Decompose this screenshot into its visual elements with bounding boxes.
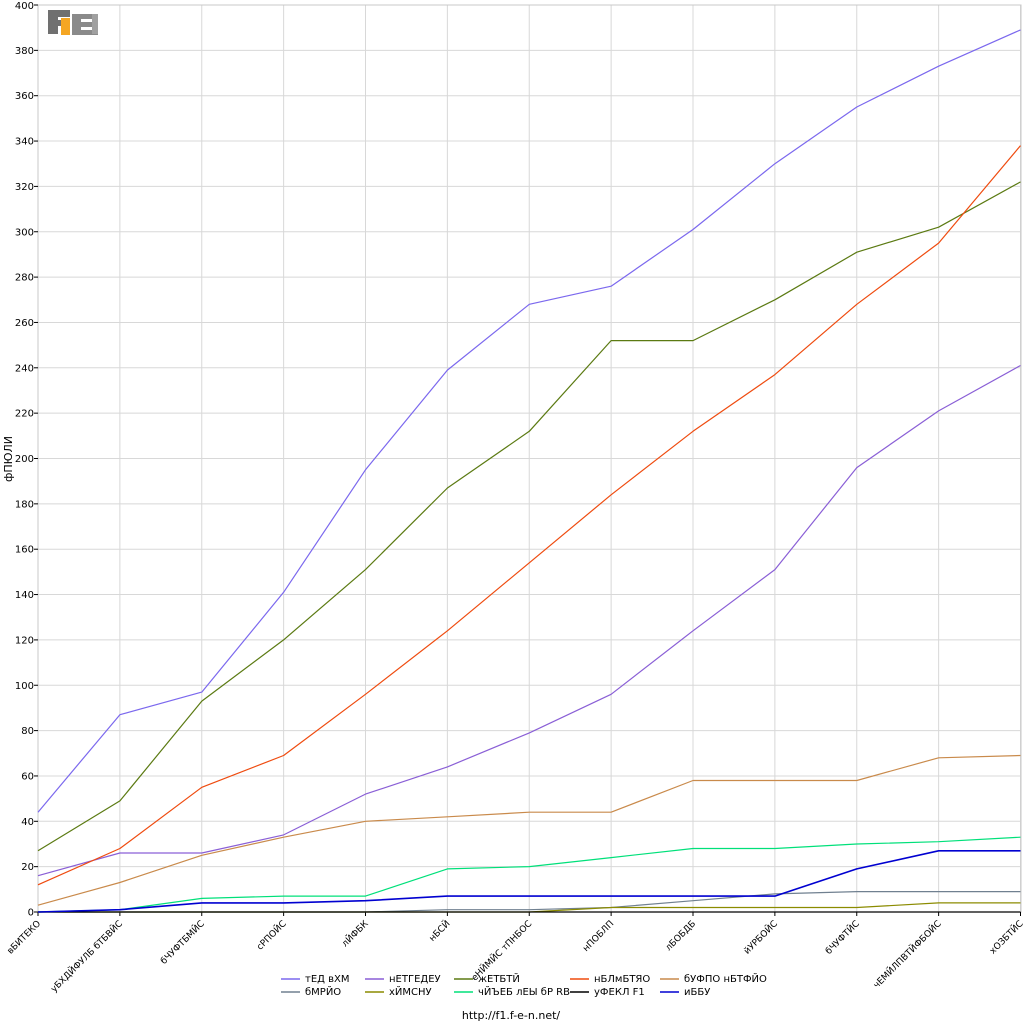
legend-label: нЕТГЕДЕУ <box>389 974 441 985</box>
y-tick-label: 80 <box>21 726 34 737</box>
series-line <box>37 29 1021 813</box>
legend-label: чЙЪЕБ лЕЫ бР RB <box>478 985 570 998</box>
series-line <box>37 364 1021 877</box>
legend-item: хЙМСНУ <box>365 985 432 998</box>
y-tick-label: 100 <box>15 681 34 692</box>
grid <box>37 4 1021 913</box>
series-line <box>37 181 1021 852</box>
y-tick-label: 120 <box>15 635 34 646</box>
legend-item: бМРЙО <box>281 985 341 998</box>
series-line <box>37 849 1021 913</box>
y-tick-label: 240 <box>15 363 34 374</box>
legend-label: иББУ <box>684 987 710 998</box>
series-lines <box>37 29 1021 913</box>
legend-label: бМРЙО <box>305 985 341 998</box>
y-tick-label: 20 <box>21 862 34 873</box>
y-tick-label: 220 <box>15 409 34 420</box>
legend-label: хЙМСНУ <box>389 985 432 998</box>
y-tick-label: 400 <box>15 1 34 12</box>
legend-label: нБЛмБТЯО <box>594 974 650 985</box>
y-tick-label: 380 <box>15 46 34 57</box>
y-tick-label: 200 <box>15 454 34 465</box>
series-line <box>37 145 1021 886</box>
legend-label: жЕТБТЙ <box>478 972 520 985</box>
legend-item: чЙЪЕБ лЕЫ бР RB <box>454 985 570 998</box>
y-axis-label: фПЮЛИ <box>2 436 15 482</box>
legend-item: нБЛмБТЯО <box>570 974 650 985</box>
legend-label: уФЕКЛ F1 <box>594 987 645 998</box>
legend-item: нЕТГЕДЕУ <box>365 974 441 985</box>
site-logo <box>48 10 98 35</box>
y-tick-label: 320 <box>15 182 34 193</box>
y-tick-label: 60 <box>21 771 34 782</box>
legend-item: жЕТБТЙ <box>454 972 520 985</box>
legend-item: иББУ <box>660 987 710 998</box>
legend-item: тЕД вХМ <box>281 974 350 985</box>
legend: тЕД вХМ нЕТГЕДЕУ жЕТБТЙ нБЛмБТЯО бУФПО нБТФЙ… <box>281 972 767 998</box>
y-tick-label: 40 <box>21 817 34 828</box>
y-tick-label: 160 <box>15 545 34 556</box>
y-tick-label: 280 <box>15 273 34 284</box>
y-axis: 0 20 40 60 80 100 120 140 160 180 200 220 240 260 280 3… <box>15 1 38 919</box>
series-line <box>37 836 1021 913</box>
y-tick-label: 360 <box>15 91 34 102</box>
legend-label: бУФПО нБТФЙО <box>684 972 767 985</box>
y-tick-label: 140 <box>15 590 34 601</box>
y-tick-label: 300 <box>15 227 34 238</box>
footer-url[interactable]: http://f1.f-e-n.net/ <box>462 1009 561 1022</box>
legend-label: тЕД вХМ <box>305 974 350 985</box>
y-tick-label: 180 <box>15 499 34 510</box>
legend-item: бУФПО нБТФЙО <box>660 972 767 985</box>
legend-item: уФЕКЛ F1 <box>570 987 645 998</box>
y-tick-label: 340 <box>15 137 34 148</box>
series-line <box>37 754 1021 906</box>
y-tick-label: 0 <box>28 908 34 919</box>
y-tick-label: 260 <box>15 318 34 329</box>
